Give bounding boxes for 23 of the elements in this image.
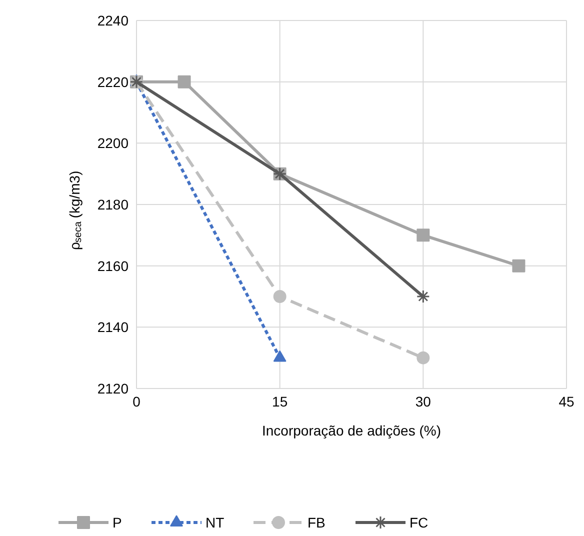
legend-label: FB <box>308 514 326 530</box>
legend-label: P <box>112 514 122 530</box>
y-tick-label: 2180 <box>97 196 129 212</box>
point <box>512 259 526 272</box>
point <box>416 351 430 364</box>
x-tick-label: 30 <box>415 394 432 410</box>
point <box>416 290 430 304</box>
y-tick-label: 2240 <box>97 12 129 28</box>
x-tick-label: 0 <box>132 394 141 410</box>
point <box>416 228 430 242</box>
y-axis-title: ρseca (kg/m3) <box>66 170 84 250</box>
legend-label: FC <box>410 514 428 530</box>
point <box>178 75 191 88</box>
legend-label: NT <box>206 514 225 530</box>
y-tick-label: 2160 <box>97 258 129 274</box>
point <box>273 290 286 303</box>
y-tick-label: 2220 <box>97 74 129 90</box>
x-tick-label: 15 <box>272 394 288 410</box>
y-tick-label: 2200 <box>97 135 129 152</box>
y-tick-label: 2140 <box>97 319 129 336</box>
x-axis-title: Incorporação de adições (%) <box>262 422 442 438</box>
x-tick-label: 45 <box>558 394 574 410</box>
y-tick-label: 2120 <box>97 380 129 396</box>
